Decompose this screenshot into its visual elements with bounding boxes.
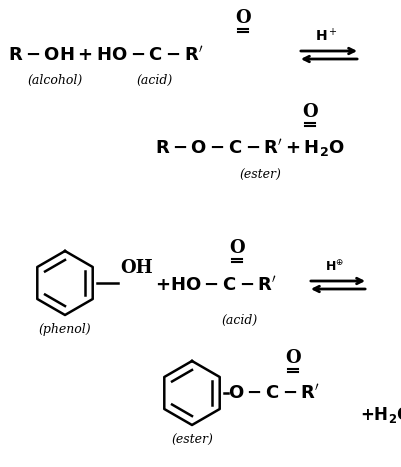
Text: (acid): (acid)	[137, 73, 173, 86]
Text: (alcohol): (alcohol)	[27, 73, 83, 86]
Text: $\mathbf{+H_2O}$: $\mathbf{+H_2O}$	[360, 405, 401, 425]
Text: $\mathbf{H}^+$: $\mathbf{H}^+$	[315, 28, 337, 45]
Text: $\mathbf{O-C-R^{\prime}}$: $\mathbf{O-C-R^{\prime}}$	[228, 383, 320, 403]
Text: O: O	[235, 9, 251, 27]
Text: O: O	[302, 103, 318, 121]
Text: (ester): (ester)	[239, 169, 281, 182]
Text: $\mathbf{+HO-C-R^{\prime}}$: $\mathbf{+HO-C-R^{\prime}}$	[155, 276, 277, 295]
Text: O: O	[229, 239, 245, 257]
Text: (phenol): (phenol)	[38, 324, 91, 337]
Text: (ester): (ester)	[171, 433, 213, 446]
Text: $\mathbf{H}^{\oplus}$: $\mathbf{H}^{\oplus}$	[326, 259, 344, 274]
Text: OH: OH	[120, 259, 153, 277]
Text: $\mathbf{R-O-C-R^{\prime}+H_2O}$: $\mathbf{R-O-C-R^{\prime}+H_2O}$	[155, 137, 344, 159]
Text: O: O	[285, 349, 301, 367]
Text: $\mathbf{R-OH+HO-C-R^{\prime}}$: $\mathbf{R-OH+HO-C-R^{\prime}}$	[8, 45, 204, 64]
Text: (acid): (acid)	[222, 313, 258, 326]
